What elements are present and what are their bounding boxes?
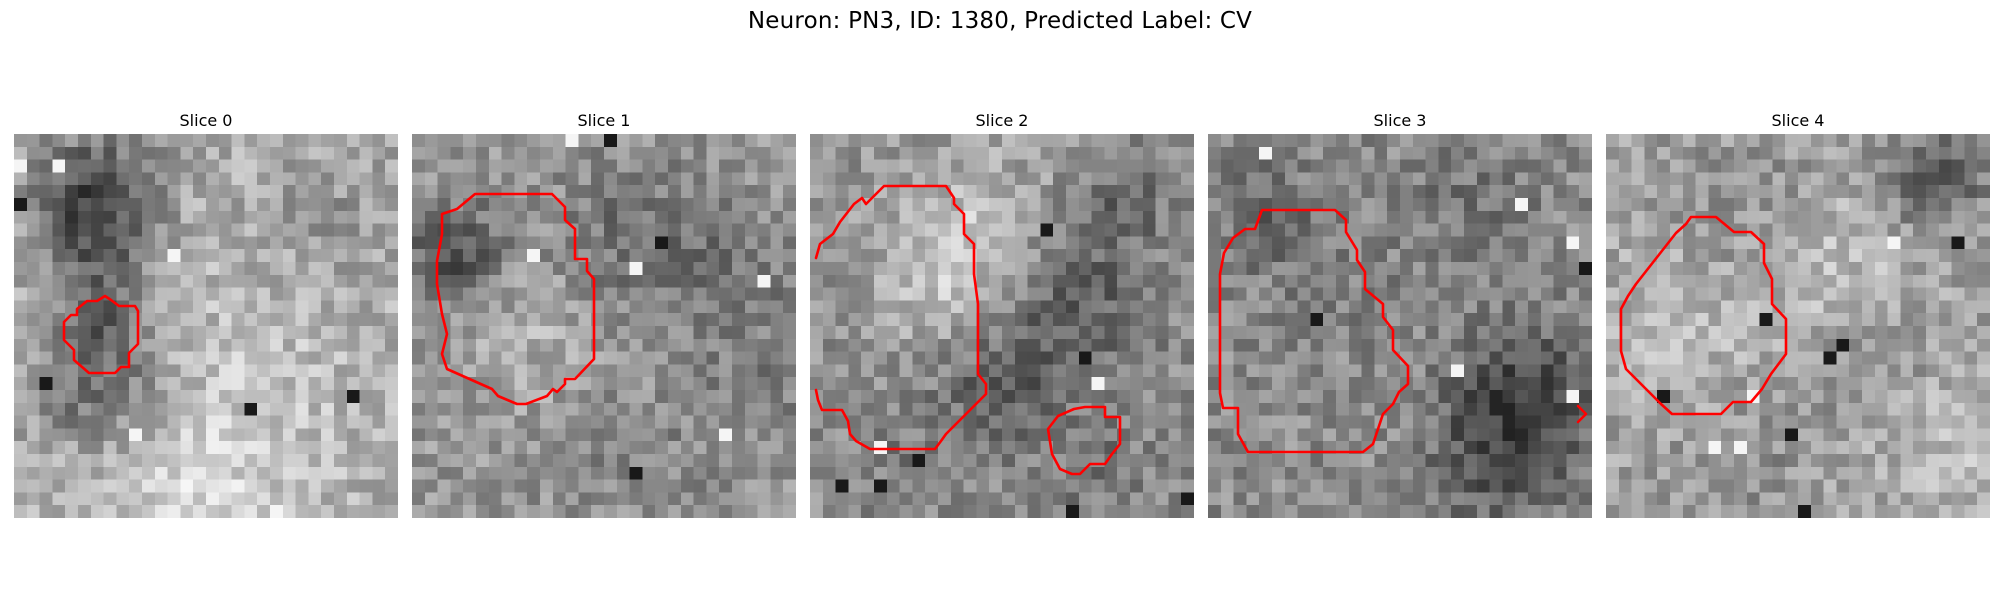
slice-title: Slice 1 [577, 111, 631, 130]
slice-title: Slice 2 [975, 111, 1029, 130]
slice-title: Slice 0 [179, 111, 233, 130]
slice-image-0 [14, 134, 398, 518]
slice-image-container [1208, 134, 1592, 518]
figure-title: Neuron: PN3, ID: 1380, Predicted Label: … [747, 8, 1253, 34]
contour-overlay [435, 192, 596, 406]
roi-contour-edge [1576, 404, 1588, 424]
slice-image-container [1606, 134, 1990, 518]
roi-contour [1619, 215, 1788, 416]
contour-overlay [814, 184, 1122, 476]
slice-panel-3: Slice 3 [1208, 108, 1592, 518]
roi-contour [62, 294, 140, 375]
roi-contour [1218, 208, 1410, 454]
slice-image-container [810, 134, 1194, 518]
contour-overlay [1619, 215, 1788, 416]
slice-image-container [412, 134, 796, 518]
roi-contour [435, 192, 596, 406]
contour-overlay [62, 294, 140, 375]
roi-contour [814, 184, 988, 451]
slice-image-3 [1208, 134, 1592, 518]
slice-panel-2: Slice 2 [810, 108, 1194, 518]
roi-contour-secondary [1046, 405, 1122, 476]
slice-image-1 [412, 134, 796, 518]
slice-panel-4: Slice 4 [1606, 108, 1990, 518]
slice-panel-0: Slice 0 [14, 108, 398, 518]
slice-title: Slice 3 [1373, 111, 1427, 130]
slice-image-2 [810, 134, 1194, 518]
slice-image-4 [1606, 134, 1990, 518]
slice-panel-1: Slice 1 [412, 108, 796, 518]
contour-overlay [1218, 208, 1588, 454]
slice-image-container [14, 134, 398, 518]
slice-title: Slice 4 [1771, 111, 1825, 130]
